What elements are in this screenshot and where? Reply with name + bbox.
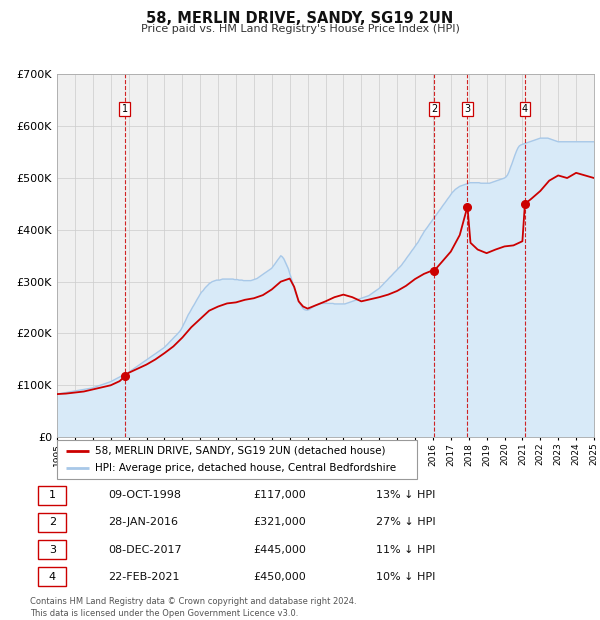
FancyBboxPatch shape bbox=[38, 513, 66, 532]
Text: 58, MERLIN DRIVE, SANDY, SG19 2UN: 58, MERLIN DRIVE, SANDY, SG19 2UN bbox=[146, 11, 454, 26]
Text: 4: 4 bbox=[522, 104, 528, 114]
Text: 27% ↓ HPI: 27% ↓ HPI bbox=[376, 518, 436, 528]
Text: 13% ↓ HPI: 13% ↓ HPI bbox=[376, 490, 436, 500]
Text: 58, MERLIN DRIVE, SANDY, SG19 2UN (detached house): 58, MERLIN DRIVE, SANDY, SG19 2UN (detac… bbox=[95, 446, 385, 456]
Text: 3: 3 bbox=[464, 104, 470, 114]
Text: 1: 1 bbox=[49, 490, 56, 500]
Text: HPI: Average price, detached house, Central Bedfordshire: HPI: Average price, detached house, Cent… bbox=[95, 463, 396, 473]
Text: 2: 2 bbox=[431, 104, 437, 114]
Text: £117,000: £117,000 bbox=[253, 490, 306, 500]
Text: 09-OCT-1998: 09-OCT-1998 bbox=[108, 490, 181, 500]
Text: 10% ↓ HPI: 10% ↓ HPI bbox=[376, 572, 436, 582]
Text: £450,000: £450,000 bbox=[253, 572, 306, 582]
Text: 22-FEB-2021: 22-FEB-2021 bbox=[108, 572, 179, 582]
Text: 3: 3 bbox=[49, 544, 56, 554]
FancyBboxPatch shape bbox=[57, 440, 417, 479]
FancyBboxPatch shape bbox=[38, 540, 66, 559]
Text: 2: 2 bbox=[49, 518, 56, 528]
Text: 08-DEC-2017: 08-DEC-2017 bbox=[108, 544, 182, 554]
Text: 4: 4 bbox=[49, 572, 56, 582]
Text: 11% ↓ HPI: 11% ↓ HPI bbox=[376, 544, 436, 554]
Text: 1: 1 bbox=[122, 104, 128, 114]
Text: £321,000: £321,000 bbox=[253, 518, 306, 528]
FancyBboxPatch shape bbox=[38, 567, 66, 587]
Text: 28-JAN-2016: 28-JAN-2016 bbox=[108, 518, 178, 528]
FancyBboxPatch shape bbox=[38, 485, 66, 505]
Text: £445,000: £445,000 bbox=[253, 544, 306, 554]
Text: Contains HM Land Registry data © Crown copyright and database right 2024.
This d: Contains HM Land Registry data © Crown c… bbox=[30, 597, 356, 618]
Text: Price paid vs. HM Land Registry's House Price Index (HPI): Price paid vs. HM Land Registry's House … bbox=[140, 24, 460, 33]
